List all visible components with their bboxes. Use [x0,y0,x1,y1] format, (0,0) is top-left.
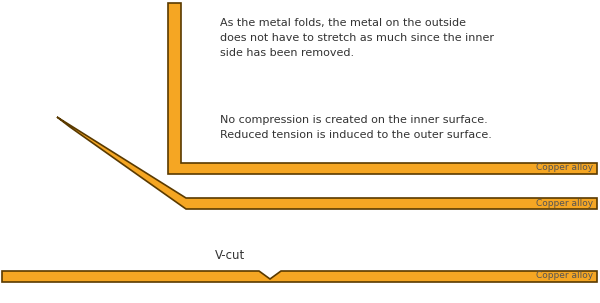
Polygon shape [57,117,597,209]
Polygon shape [168,3,597,174]
Polygon shape [2,271,597,282]
Text: As the metal folds, the metal on the outside
does not have to stretch as much si: As the metal folds, the metal on the out… [220,18,494,58]
Text: No compression is created on the inner surface.
Reduced tension is induced to th: No compression is created on the inner s… [220,115,492,140]
Text: Copper alloy: Copper alloy [536,271,593,281]
Text: Copper alloy: Copper alloy [536,198,593,208]
Text: Copper alloy: Copper alloy [536,164,593,172]
Text: V-cut: V-cut [215,249,245,262]
